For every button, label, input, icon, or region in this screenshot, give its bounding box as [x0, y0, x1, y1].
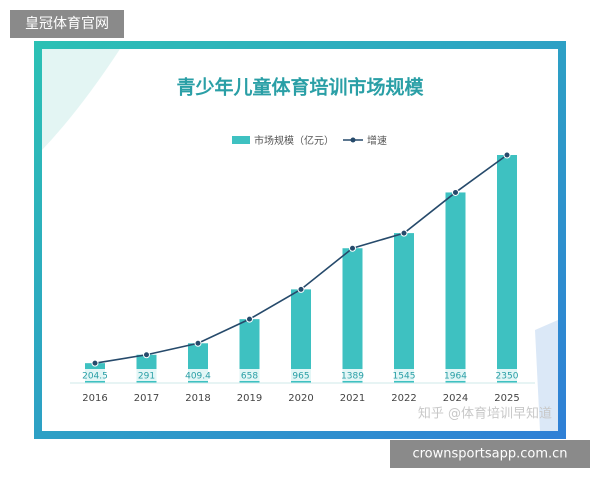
bar: [239, 319, 260, 383]
x-tick-label: 2019: [237, 393, 262, 404]
value-label-box: [286, 369, 316, 381]
value-label: 1389: [341, 372, 364, 382]
x-tick-label: 2025: [494, 393, 519, 404]
url-box: [390, 440, 590, 468]
bar: [497, 155, 517, 383]
value-label: 204.5: [82, 372, 108, 382]
x-tick-label: 2020: [288, 393, 313, 404]
line-point: [91, 359, 99, 367]
bar: [291, 289, 311, 383]
value-label: 1964: [444, 372, 467, 382]
value-label: 409.4: [185, 372, 211, 382]
url-label: crownsportsapp.com.cn: [412, 447, 567, 462]
x-tick-label: 2021: [340, 393, 365, 404]
x-tick-label: 2022: [391, 393, 416, 404]
legend-dot: [350, 137, 356, 143]
line-point: [143, 351, 150, 359]
line-point: [194, 339, 202, 347]
value-label-box: [183, 369, 213, 381]
legend-label: 增速: [367, 134, 387, 147]
line-point: [349, 244, 356, 252]
bar: [342, 248, 363, 383]
x-tick-label: 2024: [443, 393, 468, 404]
site-label-box: [10, 10, 124, 38]
value-label: 658: [241, 372, 258, 382]
x-tick-label: 2017: [134, 393, 159, 404]
line-point: [246, 315, 253, 323]
value-label: 965: [292, 372, 309, 382]
value-label: 291: [138, 372, 155, 382]
legend-label: 市场规模（亿元）: [254, 134, 334, 147]
line-point: [400, 229, 408, 237]
line-point: [297, 285, 305, 293]
watermark: 知乎 @体育培训早知道: [418, 406, 552, 422]
site-label: 皇冠体育官网: [25, 16, 109, 32]
decoration: [535, 320, 558, 431]
line-point: [503, 151, 511, 159]
x-tick-label: 2016: [82, 393, 107, 404]
x-tick-label: 2018: [185, 393, 210, 404]
decoration: [42, 49, 120, 150]
value-label-box: [389, 369, 419, 381]
value-label: 1545: [393, 372, 416, 382]
value-label-box: [131, 369, 162, 381]
value-label-box: [440, 369, 471, 381]
chart-title: 青少年儿童体育培训市场规模: [176, 76, 424, 99]
bar: [445, 192, 466, 383]
value-label-box: [234, 369, 265, 381]
line-point: [452, 188, 459, 196]
value-label: 2350: [496, 372, 519, 382]
value-label-box: [80, 369, 110, 381]
value-label-box: [337, 369, 368, 381]
value-label-box: [492, 369, 522, 381]
bar: [394, 233, 414, 383]
legend-swatch: [232, 136, 250, 144]
